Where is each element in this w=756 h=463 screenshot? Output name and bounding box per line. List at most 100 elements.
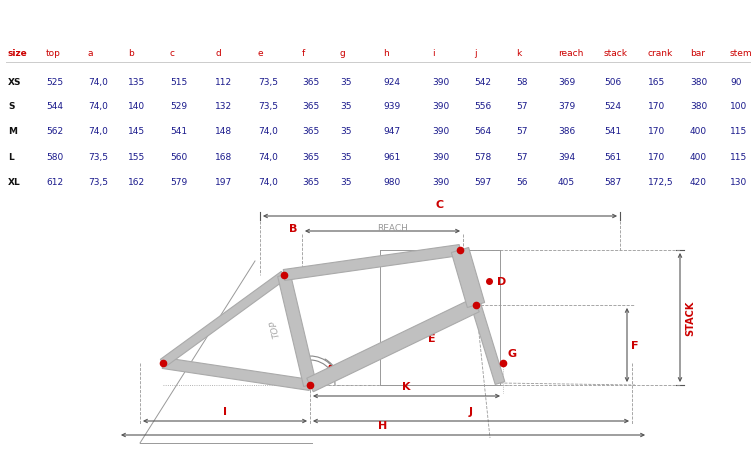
Text: 148: 148 bbox=[215, 127, 232, 136]
Text: 564: 564 bbox=[474, 127, 491, 136]
Text: e: e bbox=[258, 49, 264, 57]
Text: 74,0: 74,0 bbox=[88, 102, 108, 111]
Text: 35: 35 bbox=[340, 102, 352, 111]
Text: 165: 165 bbox=[648, 78, 665, 87]
Text: 587: 587 bbox=[604, 178, 621, 187]
Text: bar: bar bbox=[690, 49, 705, 57]
Text: d: d bbox=[215, 49, 221, 57]
Text: g: g bbox=[340, 49, 345, 57]
Text: 145: 145 bbox=[128, 127, 145, 136]
Text: 544: 544 bbox=[46, 102, 63, 111]
Text: 525: 525 bbox=[46, 78, 63, 87]
Polygon shape bbox=[163, 358, 311, 391]
Text: 100: 100 bbox=[730, 102, 747, 111]
Text: 365: 365 bbox=[302, 102, 319, 111]
Text: B: B bbox=[289, 224, 297, 233]
Text: 35: 35 bbox=[340, 78, 352, 87]
Text: 947: 947 bbox=[383, 127, 400, 136]
Text: 961: 961 bbox=[383, 152, 400, 161]
Text: TOP: TOP bbox=[268, 319, 281, 338]
Text: reach: reach bbox=[558, 49, 584, 57]
Text: C: C bbox=[436, 200, 444, 210]
Text: 556: 556 bbox=[474, 102, 491, 111]
Text: I: I bbox=[223, 406, 227, 416]
Text: size: size bbox=[8, 49, 28, 57]
Text: 560: 560 bbox=[170, 152, 187, 161]
Text: 74,0: 74,0 bbox=[88, 127, 108, 136]
Text: 140: 140 bbox=[128, 102, 145, 111]
Text: 74,0: 74,0 bbox=[258, 127, 278, 136]
Text: 35: 35 bbox=[340, 152, 352, 161]
Polygon shape bbox=[277, 274, 316, 387]
Text: 506: 506 bbox=[604, 78, 621, 87]
Text: 57: 57 bbox=[516, 127, 528, 136]
Text: 90: 90 bbox=[730, 78, 742, 87]
Text: 980: 980 bbox=[383, 178, 400, 187]
Text: 130: 130 bbox=[730, 178, 747, 187]
Text: 57: 57 bbox=[516, 152, 528, 161]
Text: f: f bbox=[302, 49, 305, 57]
Text: F: F bbox=[631, 340, 639, 350]
Text: 365: 365 bbox=[302, 152, 319, 161]
Text: A: A bbox=[326, 364, 334, 374]
Text: 365: 365 bbox=[302, 178, 319, 187]
Text: M: M bbox=[8, 127, 17, 136]
Text: 390: 390 bbox=[432, 102, 449, 111]
Text: XS: XS bbox=[8, 78, 21, 87]
Text: 365: 365 bbox=[302, 78, 319, 87]
Text: 542: 542 bbox=[474, 78, 491, 87]
Text: 390: 390 bbox=[432, 127, 449, 136]
Text: 939: 939 bbox=[383, 102, 400, 111]
Text: 56: 56 bbox=[516, 178, 528, 187]
Text: 924: 924 bbox=[383, 78, 400, 87]
Text: 579: 579 bbox=[170, 178, 187, 187]
Text: k: k bbox=[516, 49, 521, 57]
Text: 561: 561 bbox=[604, 152, 621, 161]
Text: j: j bbox=[474, 49, 476, 57]
Text: 580: 580 bbox=[46, 152, 64, 161]
Text: 162: 162 bbox=[128, 178, 145, 187]
Text: 420: 420 bbox=[690, 178, 707, 187]
Text: 365: 365 bbox=[302, 127, 319, 136]
Text: E: E bbox=[428, 333, 435, 343]
Text: 168: 168 bbox=[215, 152, 232, 161]
Text: a: a bbox=[88, 49, 94, 57]
Text: 400: 400 bbox=[690, 127, 707, 136]
Text: c: c bbox=[170, 49, 175, 57]
Text: 197: 197 bbox=[215, 178, 232, 187]
Text: S: S bbox=[8, 102, 14, 111]
Polygon shape bbox=[451, 248, 485, 308]
Text: h: h bbox=[383, 49, 389, 57]
Text: 380: 380 bbox=[690, 78, 708, 87]
Text: 172,5: 172,5 bbox=[648, 178, 674, 187]
Text: REACH: REACH bbox=[377, 224, 408, 233]
Text: 390: 390 bbox=[432, 78, 449, 87]
Text: 135: 135 bbox=[128, 78, 145, 87]
Text: 112: 112 bbox=[215, 78, 232, 87]
Text: 386: 386 bbox=[558, 127, 575, 136]
Text: 170: 170 bbox=[648, 152, 665, 161]
Text: 541: 541 bbox=[170, 127, 187, 136]
Text: 379: 379 bbox=[558, 102, 575, 111]
Text: 115: 115 bbox=[730, 127, 747, 136]
Text: 515: 515 bbox=[170, 78, 187, 87]
Text: 390: 390 bbox=[432, 178, 449, 187]
Text: i: i bbox=[432, 49, 435, 57]
Text: 73,5: 73,5 bbox=[88, 152, 108, 161]
Text: 405: 405 bbox=[558, 178, 575, 187]
Text: stack: stack bbox=[604, 49, 628, 57]
Text: 578: 578 bbox=[474, 152, 491, 161]
Polygon shape bbox=[284, 245, 460, 281]
Text: 155: 155 bbox=[128, 152, 145, 161]
Text: 35: 35 bbox=[340, 178, 352, 187]
Text: G: G bbox=[507, 348, 516, 358]
Text: 524: 524 bbox=[604, 102, 621, 111]
Text: XL: XL bbox=[8, 178, 20, 187]
Text: 612: 612 bbox=[46, 178, 63, 187]
Polygon shape bbox=[471, 304, 505, 385]
Text: 73,5: 73,5 bbox=[258, 102, 278, 111]
Text: 73,5: 73,5 bbox=[258, 78, 278, 87]
Text: 74,0: 74,0 bbox=[258, 152, 278, 161]
Text: top: top bbox=[46, 49, 61, 57]
Text: 57: 57 bbox=[516, 102, 528, 111]
